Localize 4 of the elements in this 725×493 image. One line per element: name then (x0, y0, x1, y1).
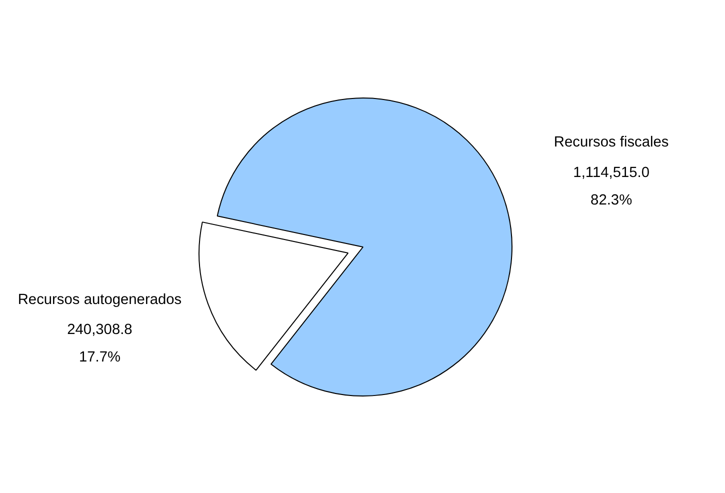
slice-label: Recursos autogenerados (18, 292, 182, 308)
slice-label: Recursos fiscales (554, 134, 669, 151)
data-label: 240,308.8 17.7% (67, 322, 132, 366)
data-label: 1,114,515.0 82.3% (573, 164, 650, 208)
